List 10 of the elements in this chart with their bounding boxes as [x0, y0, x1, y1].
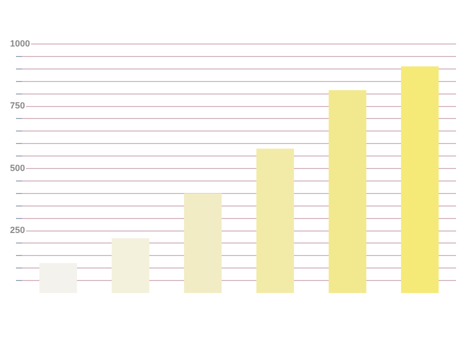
bar [39, 263, 77, 293]
bar [184, 193, 222, 293]
y-tick-label: 500 [10, 162, 26, 173]
bar [401, 66, 439, 293]
y-tick-label: 1000 [10, 38, 30, 48]
y-tick-label: 750 [10, 100, 26, 111]
y-tick-label: 250 [10, 225, 26, 236]
bar [112, 238, 150, 293]
bar [256, 148, 294, 293]
bar [328, 90, 366, 293]
